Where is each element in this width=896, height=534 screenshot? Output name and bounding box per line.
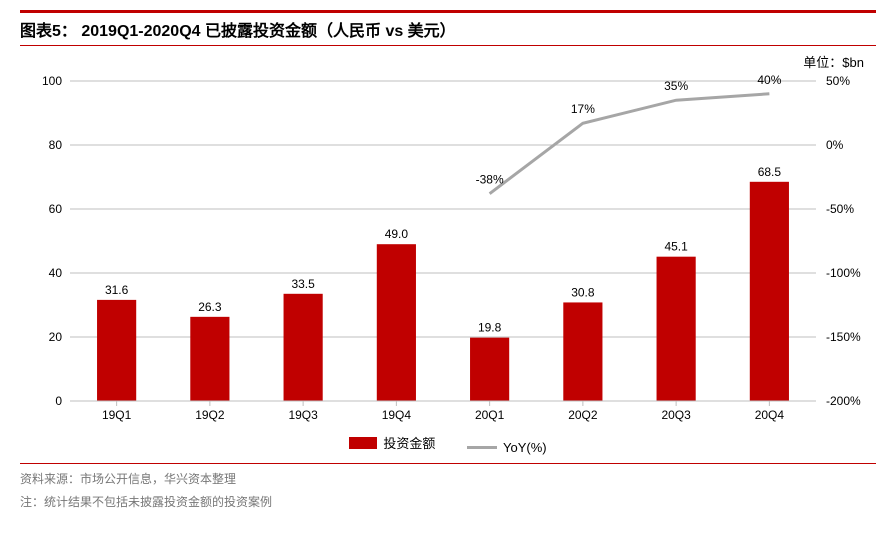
svg-text:-200%: -200% <box>826 394 861 408</box>
legend-bar-label: 投资金额 <box>383 433 435 452</box>
chart-area: 0 20 40 60 80 100 -200% -150% -100% -50% 0% 50% 31.6… <box>20 71 876 431</box>
legend: 投资金额 YoY(%) <box>20 433 876 455</box>
svg-text:0%: 0% <box>826 138 844 152</box>
svg-text:19Q1: 19Q1 <box>102 408 132 422</box>
legend-line-label: YoY(%) <box>503 440 547 455</box>
svg-text:60: 60 <box>49 202 63 216</box>
svg-text:17%: 17% <box>571 102 595 116</box>
svg-text:100: 100 <box>42 74 62 88</box>
svg-text:-38%: -38% <box>476 173 504 187</box>
title-underline <box>20 45 876 46</box>
svg-text:31.6: 31.6 <box>105 283 129 297</box>
chart-svg: 0 20 40 60 80 100 -200% -150% -100% -50% 0% 50% 31.6… <box>20 71 876 431</box>
svg-text:20Q2: 20Q2 <box>568 408 598 422</box>
source-text: 资料来源：市场公开信息，华兴资本整理 <box>20 470 876 487</box>
note-text: 注：统计结果不包括未披露投资金额的投资案例 <box>20 493 876 510</box>
svg-text:33.5: 33.5 <box>291 277 315 291</box>
svg-text:20: 20 <box>49 330 63 344</box>
legend-line-swatch <box>467 446 497 449</box>
svg-text:-100%: -100% <box>826 266 861 280</box>
svg-text:20Q1: 20Q1 <box>475 408 505 422</box>
svg-text:80: 80 <box>49 138 63 152</box>
svg-text:-50%: -50% <box>826 202 854 216</box>
svg-text:40: 40 <box>49 266 63 280</box>
unit-label: 单位：$bn <box>20 52 864 71</box>
svg-text:19Q2: 19Q2 <box>195 408 225 422</box>
svg-text:19Q3: 19Q3 <box>288 408 318 422</box>
svg-text:49.0: 49.0 <box>385 227 409 241</box>
svg-text:68.5: 68.5 <box>758 165 782 179</box>
chart-title: 图表5： 2019Q1-2020Q4 已披露投资金额（人民币 vs 美元） <box>20 17 876 41</box>
legend-line: YoY(%) <box>467 440 547 455</box>
svg-text:20Q4: 20Q4 <box>755 408 785 422</box>
svg-text:35%: 35% <box>664 79 688 93</box>
svg-text:19.8: 19.8 <box>478 321 502 335</box>
svg-text:45.1: 45.1 <box>664 240 688 254</box>
svg-text:40%: 40% <box>757 73 781 87</box>
svg-text:26.3: 26.3 <box>198 300 222 314</box>
footer-separator <box>20 463 876 464</box>
title-bar: 图表5： 2019Q1-2020Q4 已披露投资金额（人民币 vs 美元） <box>20 10 876 46</box>
svg-text:0: 0 <box>55 394 62 408</box>
svg-text:19Q4: 19Q4 <box>382 408 412 422</box>
svg-text:-150%: -150% <box>826 330 861 344</box>
svg-text:50%: 50% <box>826 74 850 88</box>
svg-text:30.8: 30.8 <box>571 285 595 299</box>
legend-bar-swatch <box>349 437 377 449</box>
legend-bar: 投资金额 <box>349 433 435 452</box>
svg-text:20Q3: 20Q3 <box>661 408 691 422</box>
